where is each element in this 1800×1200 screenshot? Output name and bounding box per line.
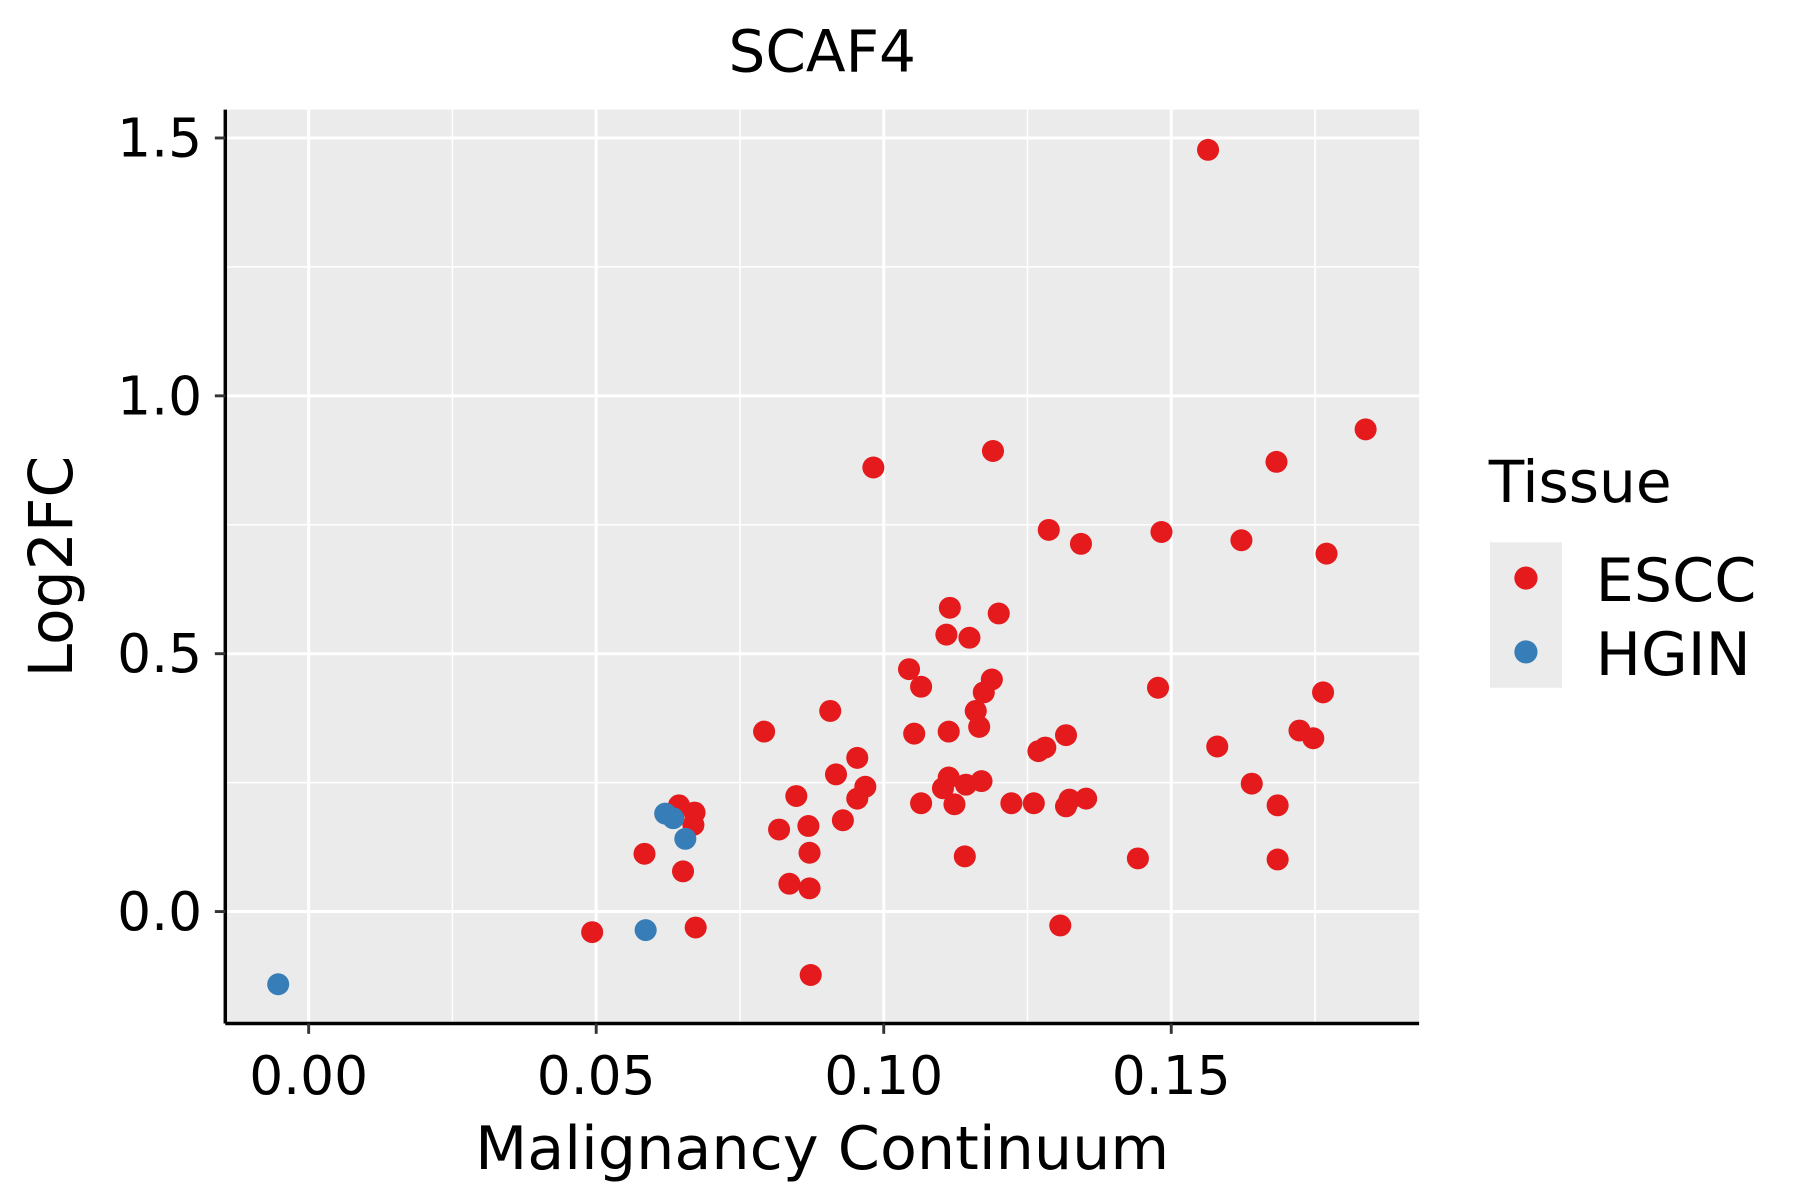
data-point-escc	[785, 785, 808, 807]
data-point-escc	[1027, 740, 1050, 763]
data-point-escc	[1022, 792, 1045, 815]
data-point-escc	[910, 792, 933, 815]
data-point-escc	[943, 793, 966, 816]
data-point-escc	[1150, 521, 1173, 543]
data-point-escc	[798, 841, 821, 864]
data-point-escc	[1075, 787, 1098, 810]
y-tick-label: 0.5	[117, 623, 202, 685]
data-point-escc	[671, 860, 695, 883]
data-point-escc	[958, 626, 981, 649]
data-point-escc	[797, 814, 820, 837]
data-point-escc	[1266, 848, 1289, 871]
data-point-escc	[1315, 542, 1338, 565]
x-tick-label: 0.00	[249, 1045, 368, 1107]
legend-label-escc: ESCC	[1596, 546, 1757, 616]
data-point-escc	[819, 699, 842, 722]
data-point-escc	[972, 681, 995, 704]
data-point-escc	[1266, 794, 1289, 817]
data-point-escc	[970, 770, 993, 793]
data-point-escc	[831, 809, 854, 832]
data-point-hgin	[662, 807, 685, 830]
panel-background	[225, 109, 1420, 1024]
data-point-escc	[1049, 914, 1072, 937]
data-point-escc	[1230, 529, 1253, 552]
data-point-escc	[846, 746, 869, 769]
data-point-escc	[931, 777, 954, 800]
legend-key-background	[1489, 542, 1562, 688]
legend-key-hgin	[1514, 640, 1538, 664]
points-layer	[267, 138, 1377, 996]
legend-label-hgin: HGIN	[1596, 620, 1751, 690]
data-point-escc	[824, 763, 848, 786]
x-tick-label: 0.10	[824, 1045, 943, 1107]
y-ticks: 0.0 0.5 1.0 1.5	[117, 108, 226, 943]
data-point-escc	[581, 921, 604, 944]
data-point-escc	[798, 877, 821, 900]
data-point-escc	[768, 818, 791, 841]
x-ticks: 0.00 0.05 0.10 0.15	[249, 1023, 1231, 1107]
legend-title: Tissue	[1488, 448, 1672, 516]
data-point-escc	[897, 658, 921, 681]
data-point-escc	[1037, 518, 1060, 541]
gridlines	[225, 109, 1420, 1024]
data-point-escc	[778, 872, 801, 895]
data-point-escc	[1312, 681, 1335, 704]
chart-title: SCAF4	[728, 18, 915, 86]
y-tick-label: 1.5	[117, 108, 202, 170]
data-point-escc	[753, 720, 776, 743]
data-point-escc	[846, 787, 869, 810]
data-point-escc	[633, 842, 656, 865]
data-point-escc	[684, 916, 707, 939]
data-point-escc	[1054, 795, 1078, 818]
data-point-hgin	[634, 919, 657, 942]
data-point-escc	[1000, 792, 1023, 815]
data-point-escc	[1197, 138, 1220, 161]
data-point-escc	[1069, 532, 1092, 555]
data-point-escc	[903, 722, 926, 745]
y-axis-title: Log2FC	[17, 456, 87, 678]
x-tick-label: 0.15	[1112, 1045, 1231, 1107]
y-tick-label: 1.0	[117, 365, 202, 427]
data-point-escc	[1354, 418, 1377, 441]
data-point-escc	[910, 675, 933, 698]
x-tick-label: 0.05	[537, 1045, 656, 1107]
data-point-escc	[1302, 727, 1325, 750]
data-point-escc	[1146, 676, 1170, 699]
y-tick-label: 0.0	[117, 881, 202, 943]
x-axis-title: Malignancy Continuum	[475, 1114, 1169, 1184]
data-point-hgin	[674, 827, 697, 850]
data-point-escc	[953, 845, 976, 868]
data-point-escc	[981, 440, 1005, 462]
data-point-escc	[1126, 847, 1149, 870]
data-point-escc	[937, 720, 960, 743]
data-point-hgin	[267, 973, 290, 996]
data-point-escc	[938, 596, 961, 619]
legend: Tissue ESCC HGIN	[1488, 448, 1757, 690]
data-point-escc	[1265, 450, 1288, 473]
legend-key-escc	[1514, 566, 1538, 590]
data-point-escc	[1206, 735, 1229, 758]
data-point-escc	[1240, 772, 1263, 795]
data-point-escc	[799, 964, 822, 986]
data-point-escc	[968, 715, 991, 738]
data-point-escc	[987, 602, 1010, 625]
data-point-escc	[935, 623, 958, 646]
data-point-escc	[862, 456, 885, 479]
data-point-escc	[1054, 724, 1078, 747]
